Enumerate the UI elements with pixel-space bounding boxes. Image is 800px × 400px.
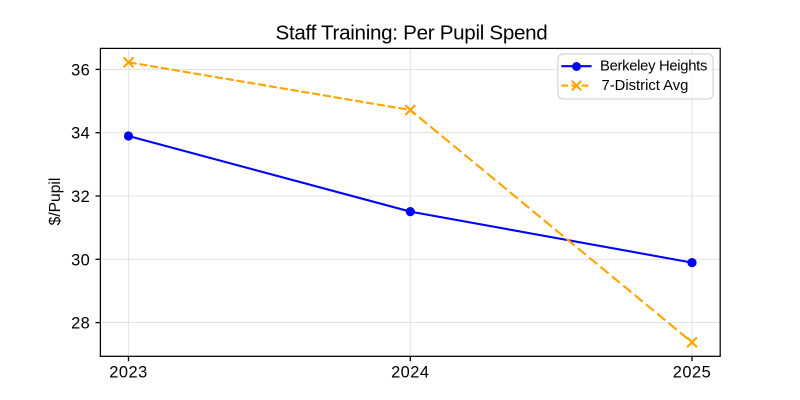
svg-text:30: 30 <box>71 251 90 269</box>
svg-text:36: 36 <box>71 61 90 79</box>
svg-text:Staff Training: Per Pupil Spen: Staff Training: Per Pupil Spend <box>276 21 548 44</box>
svg-text:2024: 2024 <box>391 364 429 382</box>
svg-text:2023: 2023 <box>109 364 147 382</box>
svg-text:32: 32 <box>71 188 90 206</box>
svg-text:7-District Avg: 7-District Avg <box>602 78 689 94</box>
svg-text:Berkeley Heights: Berkeley Heights <box>600 59 707 75</box>
svg-text:2025: 2025 <box>673 364 711 382</box>
svg-text:34: 34 <box>71 125 90 143</box>
svg-text:28: 28 <box>71 315 90 333</box>
svg-text:$/Pupil: $/Pupil <box>47 178 64 226</box>
